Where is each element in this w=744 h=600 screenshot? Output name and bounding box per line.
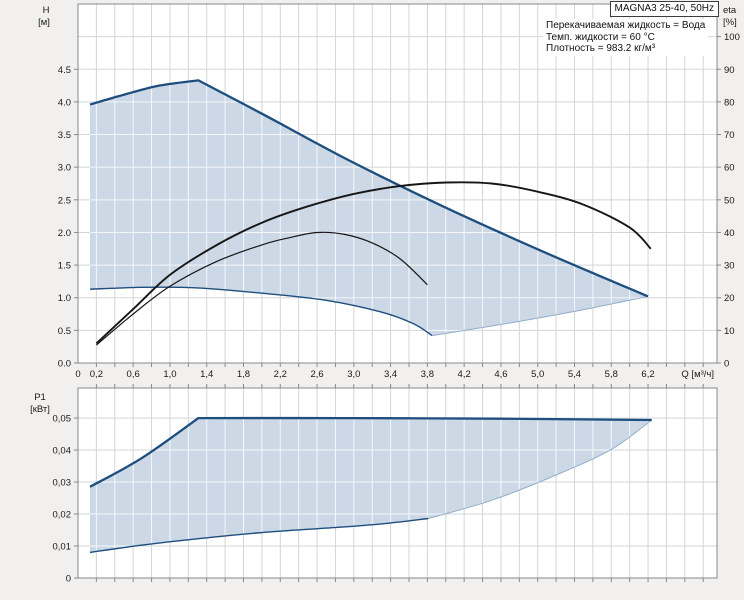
x-tick-label: 0,6 <box>127 369 140 380</box>
x-tick-label: 1,8 <box>237 369 250 380</box>
p1-max-curve <box>89 416 652 488</box>
hq-chart: 0 0,2 0,6 1,0 1,4 1,8 2,2 2,6 3,0 3,4 3,8 4,2 4,6 5,0… <box>38 3 740 380</box>
y-right-tick-label: 60 <box>724 163 735 174</box>
efficiency-curve-total <box>95 181 652 345</box>
fluid-info-line-temp: Темп. жидкости = 60 °C <box>546 31 655 43</box>
x-tick-label: 3,4 <box>384 369 397 380</box>
y-left-tick-label: 1.0 <box>58 293 71 304</box>
plot-frame <box>77 387 718 579</box>
y-left-tick-label: 1.5 <box>58 261 71 272</box>
h-axis-unit-label: [м] <box>38 17 50 28</box>
min-speed-curve <box>89 286 433 337</box>
x-tick-label: 4,6 <box>494 369 507 380</box>
y-right-tick-label: 30 <box>724 261 735 272</box>
x-tick-label: 1,4 <box>200 369 213 380</box>
y-right-tick-label: 90 <box>724 65 735 76</box>
range-lower-right-edge <box>431 295 649 337</box>
p1-range-fill <box>90 418 652 553</box>
eta-axis-unit-label: [%] <box>723 17 737 28</box>
y-left-tick-label: 0,01 <box>53 542 72 553</box>
y-left-tick-label: 0,03 <box>53 478 72 489</box>
y-left-tick-label: 0,04 <box>53 446 72 457</box>
x-tick-label: 5,8 <box>605 369 618 380</box>
y-right-tick-label: 100 <box>724 32 740 43</box>
fluid-info-line-density: Плотность = 983.2 кг/м³ <box>546 43 656 54</box>
y-left-tick-label: 0,05 <box>53 414 72 425</box>
x-tick-label: 6,2 <box>641 369 654 380</box>
x-tick-label: 2,2 <box>274 369 287 380</box>
x-tick-label: 0 <box>75 369 80 380</box>
fluid-info-box: Перекачиваемая жидкость = Вода Темп. жид… <box>543 19 709 56</box>
x-tick-label: 1,0 <box>163 369 176 380</box>
y-left-tick-label: 2.0 <box>58 228 71 239</box>
p1-axis-unit-label: [кВт] <box>30 404 50 415</box>
eta-axis-unit-label: eta <box>723 5 737 16</box>
y-right-tick-label: 40 <box>724 228 735 239</box>
max-speed-curve <box>89 79 649 298</box>
p1-min-curve <box>89 517 429 554</box>
axis-labels: 0 0,01 0,02 0,03 0,04 0,05 P1[кВт] <box>30 392 71 585</box>
x-tick-label: 3,0 <box>347 369 360 380</box>
p1-lower-right-edge <box>428 419 652 519</box>
y-left-tick-label: 3.5 <box>58 130 71 141</box>
q-axis-unit-label: Q [м³/ч] <box>681 369 714 380</box>
axis-labels: 0 0,2 0,6 1,0 1,4 1,8 2,2 2,6 3,0 3,4 3,8 4,2 4,6 5,0… <box>38 5 740 380</box>
h-axis-unit-label: H <box>43 5 50 16</box>
x-tick-label: 2,6 <box>310 369 323 380</box>
x-tick-label: 0,2 <box>90 369 103 380</box>
axis-ticks <box>74 384 704 582</box>
y-left-tick-label: 4.0 <box>58 97 71 108</box>
x-tick-label: 3,8 <box>421 369 434 380</box>
plot-frame <box>77 3 718 364</box>
y-right-tick-label: 10 <box>724 326 735 337</box>
p1-chart: 0 0,01 0,02 0,03 0,04 0,05 P1[кВт] <box>30 384 718 585</box>
chart-title: MAGNA3 25-40, 50Hz <box>614 3 715 14</box>
y-right-tick-label: 70 <box>724 130 735 141</box>
x-tick-label: 4,2 <box>458 369 471 380</box>
y-left-tick-label: 0.5 <box>58 326 71 337</box>
y-left-tick-label: 4.5 <box>58 65 71 76</box>
y-right-tick-label: 50 <box>724 195 735 206</box>
y-right-tick-label: 80 <box>724 97 735 108</box>
control-range-fill <box>90 80 648 336</box>
x-tick-label: 5,0 <box>531 369 544 380</box>
y-left-tick-label: 0.0 <box>58 359 71 370</box>
y-right-tick-label: 20 <box>724 293 735 304</box>
y-left-tick-label: 3.0 <box>58 163 71 174</box>
fluid-info-line-liquid: Перекачиваемая жидкость = Вода <box>546 20 706 31</box>
chart-title-box: MAGNA3 25-40, 50Hz <box>609 1 719 17</box>
y-left-tick-label: 0,02 <box>53 510 72 521</box>
x-tick-label: 5,4 <box>568 369 581 380</box>
y-right-tick-label: 0 <box>724 359 729 370</box>
y-left-tick-label: 2.5 <box>58 195 71 206</box>
y-left-tick-label: 0 <box>66 574 71 585</box>
efficiency-curve-pump <box>96 231 428 346</box>
p1-axis-unit-label: P1 <box>34 392 46 403</box>
axis-ticks <box>74 36 721 367</box>
